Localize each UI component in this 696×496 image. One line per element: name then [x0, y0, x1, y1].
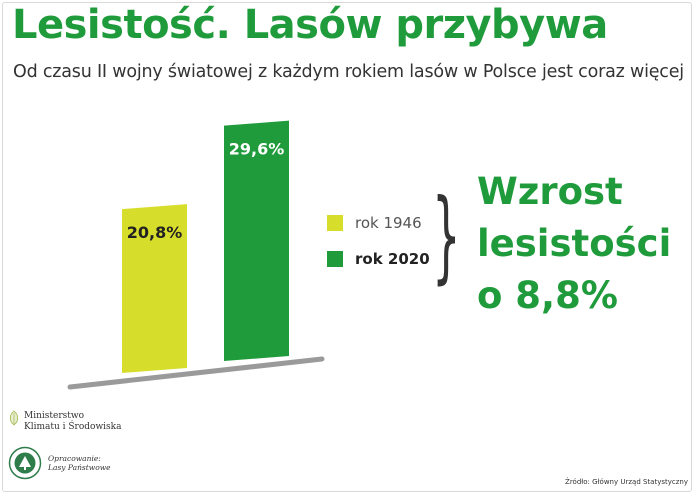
curly-brace-icon: }	[432, 177, 461, 294]
lasy-panstwowe-emblem-icon	[8, 446, 42, 480]
data-label-rok-1946: 20,8%	[127, 223, 183, 242]
growth-line-1: Wzrost	[477, 170, 623, 213]
legend-swatch-2020	[327, 251, 343, 267]
page-title: Lesistość. Lasów przybywa	[12, 2, 608, 48]
baseline	[67, 356, 325, 390]
bar-rok-1946	[122, 204, 187, 373]
lp-line-1: Opracowanie:	[48, 454, 101, 463]
ministry-line-1: Ministerstwo	[24, 411, 84, 421]
growth-line-2: lesistości	[477, 222, 672, 265]
legend-label-2020: rok 2020	[355, 250, 430, 268]
legend-label-1946: rok 1946	[355, 214, 422, 232]
bar-rok-2020	[224, 120, 289, 361]
lasy-panstwowe-logo: Opracowanie: Lasy Państwowe	[8, 446, 111, 480]
lp-line-2: Lasy Państwowe	[48, 463, 111, 472]
legend-item-1946: rok 1946	[327, 214, 422, 232]
growth-annotation: Wzrost lesistości o 8,8%	[477, 166, 671, 322]
growth-line-3: o 8,8%	[477, 274, 618, 317]
leaf-emblem-icon	[9, 410, 19, 426]
bars-layer: 20,8% 29,6%	[122, 120, 289, 373]
ministry-line-2: Klimatu i Środowiska	[24, 422, 122, 432]
legend-swatch-1946	[327, 215, 343, 231]
page-subtitle: Od czasu II wojny światowej z każdym rok…	[13, 62, 684, 82]
legend-item-2020: rok 2020	[327, 250, 430, 268]
ministry-logo: Ministerstwo Klimatu i Środowiska	[8, 410, 121, 433]
data-label-rok-2020: 29,6%	[229, 140, 285, 159]
source-note: Źródło: Główny Urząd Statystyczny	[565, 478, 688, 486]
